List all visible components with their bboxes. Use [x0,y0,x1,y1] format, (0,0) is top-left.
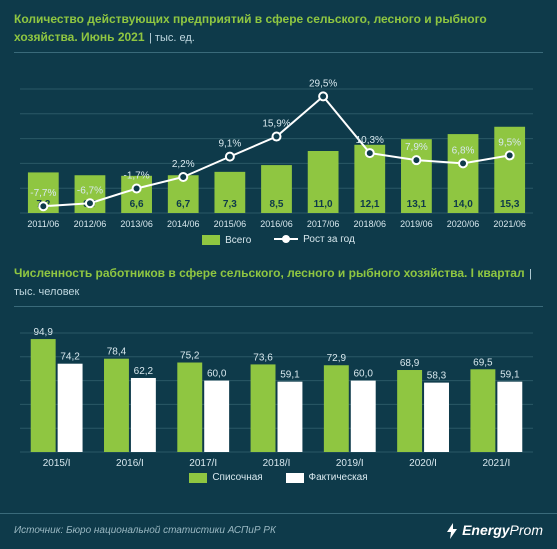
svg-text:68,9: 68,9 [400,358,420,369]
svg-text:74,2: 74,2 [60,352,80,363]
chart2-area: 94,9 74,2 2015/I 78,4 62,2 2016/I 75,2 60,0 2017… [14,315,543,470]
svg-text:6,7: 6,7 [176,199,190,210]
svg-text:2020/06: 2020/06 [447,219,480,229]
chart1-title-row: Количество действующих предприятий в сфе… [14,10,543,53]
chart2-subtitle: тыс. человек [14,286,79,298]
chart1-title: Количество действующих предприятий в сфе… [14,12,487,44]
svg-text:2021/06: 2021/06 [493,219,526,229]
svg-text:94,9: 94,9 [33,327,53,338]
svg-text:60,0: 60,0 [207,369,227,380]
svg-text:2019/I: 2019/I [336,458,364,469]
svg-text:7,9%: 7,9% [405,142,428,153]
svg-text:12,1: 12,1 [360,199,380,210]
chart1-legend-bar: Всего [202,235,251,246]
bar-swatch [202,235,220,245]
svg-text:2013/06: 2013/06 [120,219,153,229]
svg-text:10,3%: 10,3% [356,135,384,146]
chart1-legend: Всего Рост за год [14,233,543,248]
chart2-title-row: Численность работников в сфере сельского… [14,264,543,307]
svg-text:58,3: 58,3 [427,371,447,382]
chart1-area: 7,22011/066,72012/066,62013/066,72014/06… [14,61,543,231]
chart1-subtitle: тыс. ед. [155,32,195,44]
svg-text:59,1: 59,1 [280,370,300,381]
chart2-legend-s1-label: Списочная [212,472,262,483]
svg-text:-1,7%: -1,7% [124,170,150,181]
chart2-legend-s2: Фактическая [286,472,368,483]
chart1-block: Количество действующих предприятий в сфе… [0,0,557,254]
svg-text:75,2: 75,2 [180,351,200,362]
chart1-legend-bar-label: Всего [225,235,251,246]
svg-text:11,0: 11,0 [314,199,333,210]
svg-text:2,2%: 2,2% [172,159,195,170]
svg-text:2018/I: 2018/I [263,458,291,469]
chart2-legend-s2-label: Фактическая [309,472,368,483]
svg-text:62,2: 62,2 [134,366,154,377]
svg-text:73,6: 73,6 [253,352,273,363]
svg-text:15,3: 15,3 [500,199,520,210]
svg-text:69,5: 69,5 [473,357,493,368]
chart2-legend-s1: Списочная [189,472,262,483]
bolt-icon [445,523,459,539]
chart2-legend: Списочная Фактическая [14,472,543,486]
chart2-sep: | [529,268,532,280]
svg-text:29,5%: 29,5% [309,78,337,89]
container: Количество действующих предприятий в сфе… [0,0,557,549]
svg-text:2020/I: 2020/I [409,458,437,469]
svg-text:7,3: 7,3 [223,199,237,210]
svg-text:-6,7%: -6,7% [77,185,103,196]
svg-text:2021/I: 2021/I [482,458,510,469]
svg-text:2017/I: 2017/I [189,458,217,469]
bar-swatch-white [286,473,304,483]
chart1-legend-line: Рост за год [274,233,355,245]
svg-text:2015/06: 2015/06 [214,219,247,229]
svg-text:8,5: 8,5 [270,199,284,210]
svg-text:72,9: 72,9 [327,353,347,364]
svg-text:6,6: 6,6 [130,199,144,210]
svg-text:15,9%: 15,9% [262,119,290,130]
svg-text:59,1: 59,1 [500,370,520,381]
svg-text:13,1: 13,1 [407,199,427,210]
footer: Источник: Бюро национальной статистики А… [0,513,557,549]
svg-text:2016/I: 2016/I [116,458,144,469]
chart2-block: Численность работников в сфере сельского… [0,254,557,492]
svg-text:6,8%: 6,8% [452,145,475,156]
bar-swatch-green [189,473,207,483]
logo-text2: Prom [510,522,543,538]
logo: EnergyProm [445,522,543,539]
svg-text:2017/06: 2017/06 [307,219,340,229]
svg-text:60,0: 60,0 [354,369,374,380]
svg-text:2016/06: 2016/06 [260,219,293,229]
svg-text:2019/06: 2019/06 [400,219,433,229]
source-text: Источник: Бюро национальной статистики А… [14,525,276,536]
svg-text:2018/06: 2018/06 [353,219,386,229]
logo-text1: Energy [462,522,509,538]
chart1-svg: 7,22011/066,72012/066,62013/066,72014/06… [14,61,539,231]
svg-text:9,5%: 9,5% [498,137,521,148]
svg-text:-7,7%: -7,7% [30,188,56,199]
chart2-title: Численность работников в сфере сельского… [14,266,525,280]
svg-text:2014/06: 2014/06 [167,219,200,229]
svg-text:2011/06: 2011/06 [27,219,59,229]
svg-text:14,0: 14,0 [453,199,473,210]
chart2-svg: 94,9 74,2 2015/I 78,4 62,2 2016/I 75,2 60,0 2017… [14,315,539,470]
svg-text:78,4: 78,4 [107,347,127,358]
chart1-legend-line-label: Рост за год [303,234,355,245]
line-swatch [274,233,298,245]
svg-text:2015/I: 2015/I [43,458,71,469]
svg-text:9,1%: 9,1% [218,139,241,150]
svg-text:2012/06: 2012/06 [74,219,107,229]
